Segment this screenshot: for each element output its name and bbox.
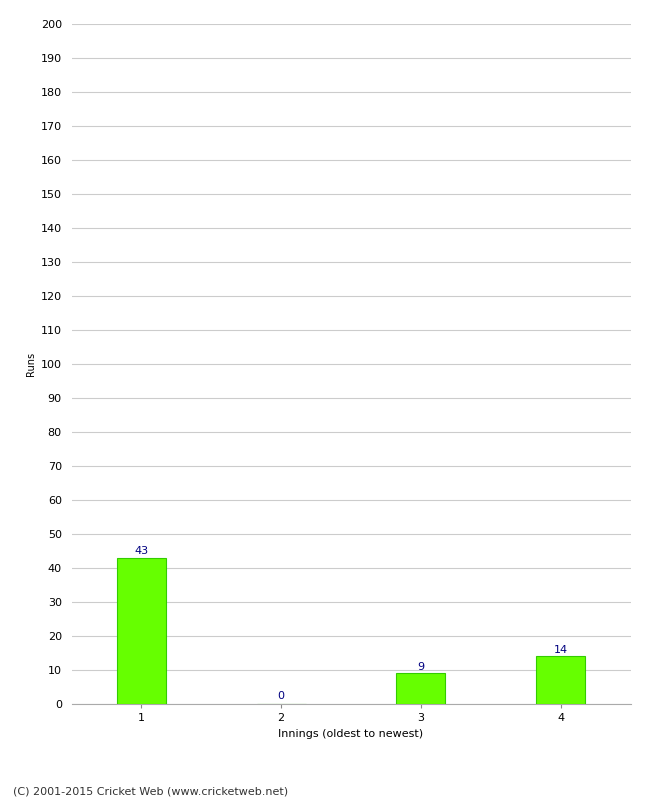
Bar: [117, 558, 166, 704]
Text: 9: 9: [417, 662, 424, 672]
Text: 43: 43: [135, 546, 148, 556]
Bar: [536, 656, 585, 704]
Text: 0: 0: [278, 690, 285, 701]
Text: (C) 2001-2015 Cricket Web (www.cricketweb.net): (C) 2001-2015 Cricket Web (www.cricketwe…: [13, 786, 288, 796]
Y-axis label: Runs: Runs: [27, 352, 36, 376]
Bar: [396, 674, 445, 704]
X-axis label: Innings (oldest to newest): Innings (oldest to newest): [278, 729, 424, 738]
Text: 14: 14: [554, 645, 567, 654]
